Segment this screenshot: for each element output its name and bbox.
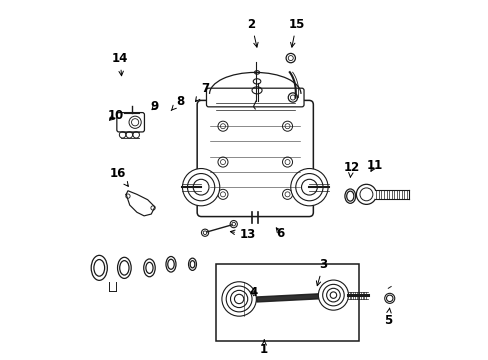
Ellipse shape [94, 260, 104, 276]
Circle shape [125, 194, 130, 198]
Circle shape [126, 132, 132, 138]
Ellipse shape [120, 261, 129, 275]
Circle shape [201, 229, 208, 236]
Circle shape [220, 124, 225, 129]
Circle shape [290, 95, 295, 100]
Ellipse shape [188, 258, 196, 270]
Circle shape [282, 121, 292, 131]
Circle shape [290, 168, 327, 206]
Text: 13: 13 [230, 228, 256, 241]
Text: 2: 2 [247, 18, 258, 47]
Circle shape [326, 288, 340, 302]
Circle shape [285, 53, 295, 63]
Text: 14: 14 [112, 51, 128, 76]
Circle shape [218, 157, 227, 167]
Text: 9: 9 [150, 100, 159, 113]
Circle shape [187, 174, 214, 201]
Ellipse shape [143, 259, 155, 277]
Ellipse shape [167, 259, 174, 269]
Circle shape [119, 132, 125, 138]
Circle shape [230, 291, 247, 307]
Text: 8: 8 [171, 95, 183, 111]
Circle shape [359, 188, 372, 201]
Ellipse shape [190, 261, 194, 268]
Text: 10: 10 [107, 109, 123, 122]
Circle shape [301, 179, 317, 195]
Text: 11: 11 [366, 159, 382, 172]
Circle shape [226, 286, 251, 312]
Text: 7: 7 [195, 82, 209, 102]
Circle shape [230, 221, 237, 228]
Circle shape [285, 159, 289, 165]
Text: 6: 6 [276, 226, 284, 239]
Ellipse shape [386, 295, 392, 302]
Circle shape [295, 174, 323, 201]
Circle shape [218, 189, 227, 199]
Circle shape [285, 192, 289, 197]
Circle shape [322, 284, 344, 306]
Text: 15: 15 [288, 18, 304, 47]
Bar [215, 264, 359, 341]
Text: 5: 5 [383, 308, 391, 327]
Text: 4: 4 [249, 287, 257, 300]
FancyBboxPatch shape [197, 100, 313, 217]
Circle shape [203, 231, 206, 234]
Ellipse shape [91, 255, 107, 280]
Circle shape [329, 292, 336, 298]
Circle shape [287, 93, 297, 102]
Circle shape [234, 294, 244, 303]
Circle shape [151, 206, 155, 210]
Circle shape [282, 189, 292, 199]
FancyBboxPatch shape [206, 88, 304, 107]
Text: 16: 16 [110, 167, 128, 186]
Ellipse shape [145, 262, 153, 273]
Circle shape [318, 280, 348, 310]
Circle shape [356, 184, 376, 204]
Text: 3: 3 [316, 258, 327, 286]
Circle shape [131, 119, 139, 126]
Circle shape [193, 179, 208, 195]
Circle shape [133, 132, 139, 138]
Ellipse shape [165, 256, 176, 272]
Circle shape [220, 192, 225, 197]
Circle shape [285, 124, 289, 129]
Text: 1: 1 [260, 340, 268, 356]
FancyBboxPatch shape [117, 113, 144, 132]
Ellipse shape [117, 257, 131, 278]
Circle shape [218, 121, 227, 131]
Circle shape [282, 157, 292, 167]
Circle shape [220, 159, 225, 165]
Circle shape [231, 222, 235, 226]
Circle shape [182, 168, 219, 206]
Text: 12: 12 [343, 161, 359, 177]
Circle shape [129, 116, 141, 129]
Circle shape [287, 55, 293, 60]
Circle shape [222, 282, 256, 316]
Ellipse shape [384, 293, 394, 303]
